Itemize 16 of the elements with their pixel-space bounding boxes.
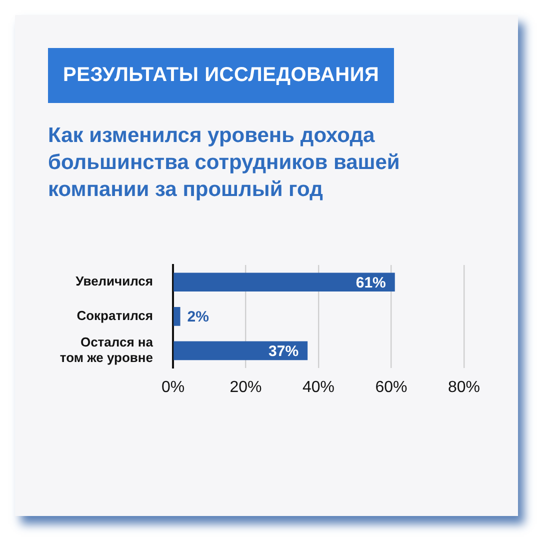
bar — [174, 272, 395, 292]
data-label: 61% — [356, 274, 386, 292]
bar — [174, 306, 180, 326]
y-tick-label: Увеличился — [76, 274, 153, 289]
x-tick-label: 60% — [375, 378, 408, 396]
data-label: 37% — [268, 342, 299, 360]
x-tick-label: 40% — [302, 378, 335, 396]
data-label: 2% — [187, 308, 209, 326]
y-tick-label: Сократился — [76, 308, 153, 323]
chart-title: РЕЗУЛЬТАТЫ ИССЛЕДОВАНИЯ — [48, 48, 394, 103]
x-tick-label: 80% — [448, 378, 480, 396]
y-tick-label: Остался на том же уровне — [60, 334, 154, 366]
chart-subtitle: Как изменился уровень дохода большинства сотрудников вашей компании за прошлый год — [48, 123, 401, 203]
bar — [174, 341, 308, 360]
x-tick-label: 20% — [230, 378, 262, 396]
x-tick-label: 0% — [161, 378, 185, 396]
